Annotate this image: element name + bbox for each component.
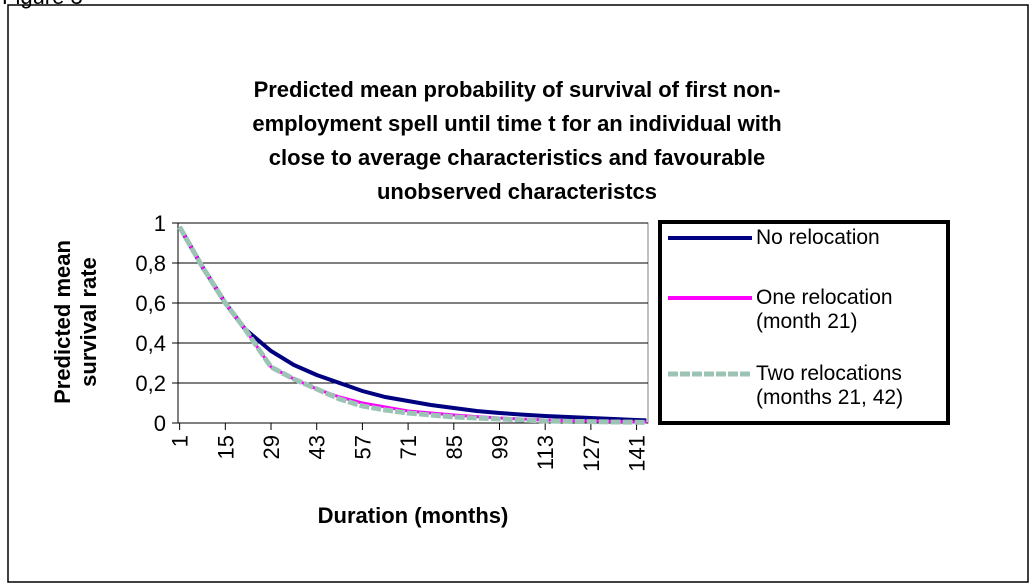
x-tick-label: 43 (305, 435, 330, 459)
x-tick-label: 99 (487, 435, 512, 459)
chart-title: unobserved characteristcs (377, 179, 657, 204)
x-tick-label: 1 (168, 435, 193, 447)
legend-label: Two relocations (months 21, 42) (756, 362, 904, 409)
x-tick-label: 57 (350, 435, 375, 459)
x-tick-label: 71 (396, 435, 421, 459)
x-tick-label: 15 (213, 435, 238, 459)
legend-label: No relocation (756, 226, 880, 249)
chart-title: employment spell until time t for an ind… (252, 111, 781, 136)
y-axis-label: survival rate (76, 257, 101, 387)
x-tick-label: 29 (259, 435, 284, 459)
series-line (177, 226, 647, 423)
x-tick-label: 127 (579, 435, 604, 472)
x-axis-label: Duration (months) (318, 503, 509, 528)
chart-title: close to average characteristics and fav… (269, 145, 765, 170)
frame (7, 4, 1029, 583)
y-tick-label: 0,4 (135, 331, 166, 356)
legend-box (658, 220, 950, 425)
y-tick-label: 0,6 (135, 291, 166, 316)
y-axis-label: Predicted mean (50, 240, 75, 404)
plot-area (177, 222, 649, 424)
caption: Figure 3 (2, 0, 83, 9)
legend-label: One relocation (month 21) (756, 286, 893, 333)
series-line (178, 226, 647, 424)
y-tick-label: 0,2 (135, 371, 166, 396)
x-tick-label: 113 (533, 435, 558, 470)
series-line (177, 225, 647, 425)
y-tick-label: 0,8 (135, 251, 166, 276)
y-tick-label: 0 (154, 411, 166, 436)
x-tick-label: 85 (442, 435, 467, 459)
x-tick-label: 141 (625, 435, 650, 472)
y-tick-label: 1 (154, 211, 166, 236)
chart-title: Predicted mean probability of survival o… (254, 77, 781, 102)
